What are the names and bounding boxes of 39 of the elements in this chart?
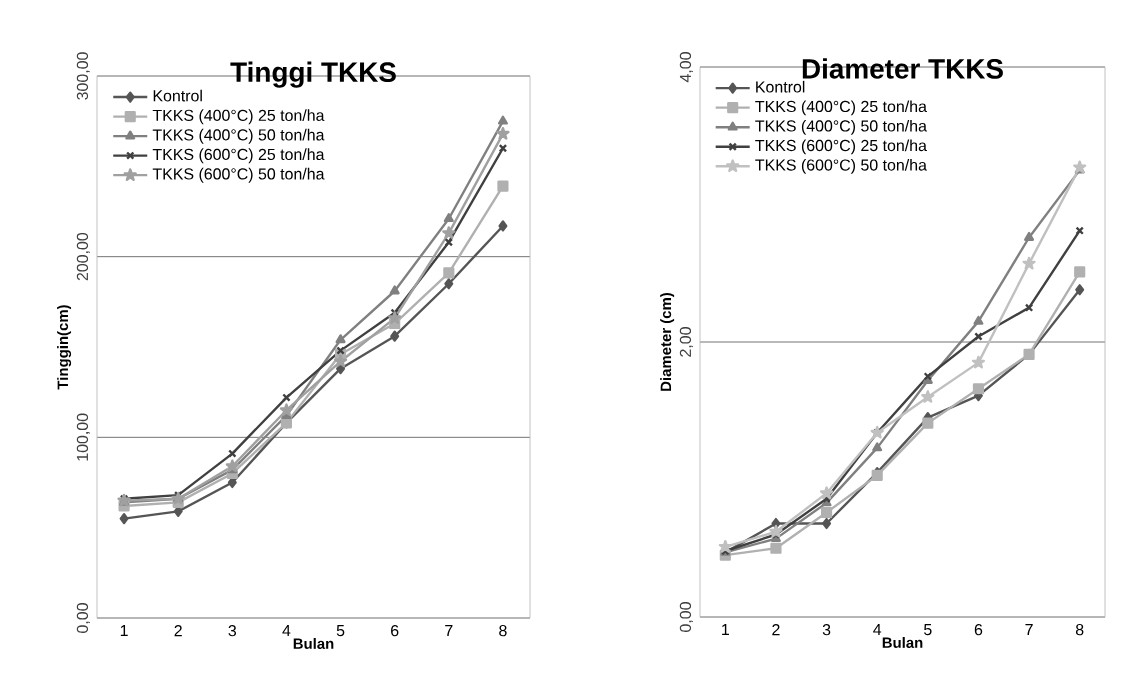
chart-title: Diameter TKKS (802, 58, 1003, 79)
x-tick-label: 6 (974, 624, 983, 636)
x-axis-title: Bulan (293, 638, 334, 649)
y-tick-label: 4,00 (679, 52, 693, 83)
x-tick-label: 7 (1025, 624, 1033, 636)
legend-label: TKKS (600°C) 25 ton/ha (152, 148, 325, 164)
legend-label: TKKS (400°C) 50 ton/ha (152, 128, 325, 144)
x-tick-label: 8 (1075, 624, 1084, 636)
y-axis-title: Diameter (cm) (660, 292, 675, 391)
y-tick-label: 0,00 (679, 602, 693, 632)
x-tick-label: 1 (120, 625, 128, 637)
x-tick-label: 5 (924, 624, 932, 636)
y-tick-label: 0,00 (76, 603, 90, 633)
x-tick-label: 4 (282, 625, 291, 637)
y-tick-label: 100,00 (76, 413, 90, 461)
x-tick-label: 2 (772, 624, 780, 636)
x-tick-label: 3 (822, 624, 831, 636)
x-tick-label: 8 (499, 625, 507, 637)
y-tick-label: 200,00 (76, 232, 90, 281)
x-tick-label: 5 (336, 625, 345, 637)
legend-label: TKKS (600°C) 50 ton/ha (755, 158, 927, 174)
x-tick-label: 4 (873, 624, 882, 636)
legend-label: TKKS (600°C) 25 ton/ha (755, 139, 927, 155)
legend-label: Kontrol (153, 89, 202, 102)
legend-label: Kontrol (756, 80, 805, 93)
x-tick-label: 3 (228, 625, 237, 637)
y-tick-label: 2,00 (679, 327, 693, 357)
x-tick-label: 1 (722, 624, 729, 636)
legend-label: TKKS (400°C) 50 ton/ha (755, 119, 927, 135)
legend-label: TKKS (400°C) 25 ton/ha (152, 109, 325, 125)
x-tick-label: 6 (391, 625, 399, 637)
legend-label: TKKS (600°C) 50 ton/ha (152, 167, 325, 183)
legend-label: TKKS (400°C) 25 ton/ha (755, 100, 927, 116)
chart-title: Tinggi TKKS (230, 61, 396, 88)
y-axis-title: Tinggin(cm) (57, 305, 72, 390)
x-tick-label: 7 (445, 625, 453, 637)
x-axis-title: Bulan (882, 637, 923, 648)
x-tick-label: 2 (174, 625, 182, 637)
y-tick-label: 300,00 (76, 52, 90, 100)
